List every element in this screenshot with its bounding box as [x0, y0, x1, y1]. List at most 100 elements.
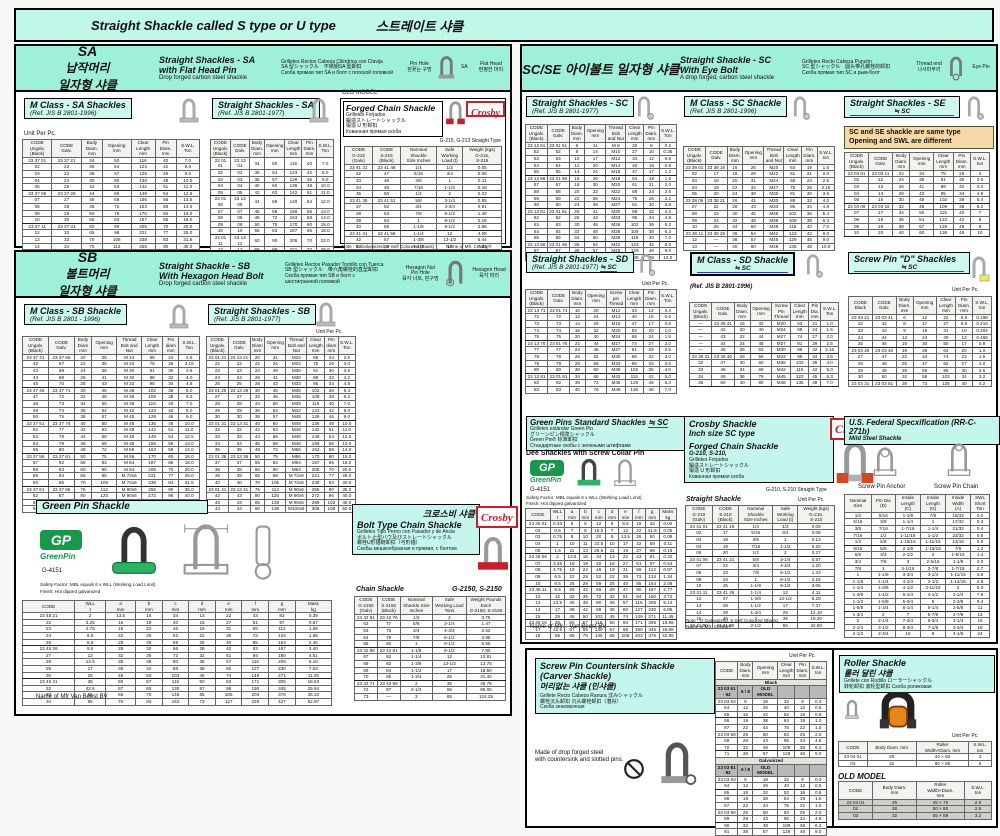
sa-crosby-mfr: Name of Mfr. Crosby®	[446, 244, 492, 249]
sc-mclass-titlebox: M Class - SC Shackle (Ref. JIS B 2801-199…	[684, 96, 788, 118]
sb-header-sub: Drop forged carbon steel shackle	[159, 280, 248, 287]
sc-header: SC/SE 아이볼트 일자형 샤클 Straight Shackle - SC …	[522, 46, 996, 92]
sc-mclass-title: M Class - SC Shackle	[690, 98, 782, 108]
sa-mclass-titlebox: M Class - SA Shackles (Ref. JIS B 2801-19…	[24, 98, 132, 120]
crosby-logo: Crosby	[471, 108, 500, 119]
bolt-type-shackle-image	[478, 537, 508, 570]
sb-gp-logo: GP	[40, 530, 82, 550]
crosby-sc-model: G-210, S-210,	[689, 451, 727, 457]
sa-code: SA	[77, 43, 98, 59]
m-class-sb-table: CODE Ungalv. (Black) CODE Galv. Body Diam …	[22, 336, 200, 514]
gp-finish: Finish: Hot dipped galvanized	[526, 501, 587, 506]
sa-tag: SA	[460, 64, 468, 71]
spd-title: Screw Pin "D" Shackles	[854, 254, 957, 264]
sc-mclass-ref: (Ref. JIS B 2801-1996)	[690, 108, 757, 115]
sb-mclass-ref: (Ref. JIS B 2801 - 1996)	[30, 316, 101, 323]
se-approx-label: ≒ SC	[850, 108, 954, 116]
bolt-type-ko: 크로스비 샤클	[422, 509, 475, 519]
gp-safety: Safety Factor: MBL equals 6 x WLL (Worki…	[526, 495, 642, 500]
chain-shackle-model: G-2150, S-2150	[452, 586, 502, 593]
gp-logo: GP	[530, 460, 564, 476]
sb-shackle-icon	[446, 260, 463, 287]
carver-titlebox: Screw Pin Countersink Shackle (Carver Sh…	[535, 658, 715, 714]
crosby-g210-table: CODE G-210 (Galv) CODE S-210 (Black) Nomin…	[685, 505, 835, 630]
us-anchor-diagram	[873, 447, 897, 476]
sc-code: SC/SE	[522, 61, 562, 77]
us-federal-titlebox: U.S. Federal Specxification (RR-C-271b) …	[844, 416, 1000, 445]
se-shackle-icon	[967, 96, 984, 120]
sd-approx: ≒ SC	[600, 264, 617, 272]
sd-title: Straight Shackles - SD	[532, 254, 629, 264]
sd-unit-label: Unit Per Pc.	[642, 281, 669, 287]
m-class-sd-table: CODE Ungalv. (Black) CODE Galv. Body Diam.…	[688, 302, 839, 387]
crosby-logo-box3: Crosby	[476, 506, 518, 528]
sa-straight-title: Straight Shackles - SA	[218, 100, 315, 110]
sc-ko: 아이볼트 일자형 샤클	[564, 61, 680, 77]
sc-header-ko: SC/SE 아이볼트 일자형 샤클	[522, 59, 680, 78]
sd-ref: (Ref. JIS B 2801-1977)	[532, 264, 599, 271]
sa-header-sub: Drop forged carbon steel shackle	[159, 74, 248, 81]
sa-flathead-label: Flat Head 편평한 머리	[478, 61, 504, 73]
sa-crosby-caption: G-215, G-213 Straight Type	[439, 138, 501, 145]
sb-straight-shackle-icon	[316, 302, 336, 327]
spd-approx: ≒ SC	[854, 264, 964, 272]
crosby-sc-multi: Grilletes Forjados 鍛造ストレートシャックル 锻造 U 形卸扣…	[689, 457, 749, 480]
spd-titlebox: Screw Pin "D" Shackles ≒ SC	[848, 252, 970, 274]
roller-unit-label: Unit Per Pc.	[952, 733, 979, 739]
roller-shackle-image	[879, 692, 917, 729]
sb-head-label: Hexagon Head 육각 머리	[472, 267, 506, 279]
roller-title: Roller Shackle	[844, 658, 907, 668]
bolt-type-title: Bolt Type Chain Shackle	[357, 520, 462, 530]
sb-header: SB 볼트머리 일자형 샤클 Straight Shackle - SB Wit…	[16, 249, 510, 299]
us-anchor-label: Screw Pin Anchor	[858, 484, 906, 490]
sc-header-multi: Grilletes Recto Cabeza Punzón SC 型シャックル …	[802, 58, 891, 76]
sb-mclass-title: M Class - SB Shackle	[30, 306, 122, 316]
bolt-type-multi: Grilletes Tipo Perno con Pasador y de An…	[357, 529, 457, 552]
sa-oldmodel-label: OLD MODEL	[342, 90, 378, 96]
sb-mclass-titlebox: M Class - SB Shackle (Ref. JIS B 2801 - 1…	[24, 304, 128, 326]
crosby-sc-box: Crosby Shackle Inch size SC type Forged …	[684, 416, 834, 484]
carver-title2: (Carver Shackle)	[540, 671, 612, 681]
sc-straight-shackle-icon	[637, 96, 654, 120]
straight-sc-table: CODE Ungalv. (Black) CODE Galv. Body Diam.…	[525, 124, 678, 262]
sb-code: SB	[77, 249, 98, 265]
gps-approx: ≒ SC	[648, 418, 669, 428]
roller-old-table: CODE Body Diam. mm Roller Width×Diam. mm S.…	[837, 781, 993, 820]
sb-straight-titlebox: Straight Shackles - SB (Ref. JIS B 2801-1…	[208, 304, 317, 326]
sdm-shackle-icon	[806, 254, 823, 278]
sa-header-multi: Grilletes Rectos Cabeza Cilindrica con C…	[281, 58, 394, 76]
sa-pinhole-label: Pin Hole 핀꽂는 구멍	[407, 61, 432, 73]
sa-panel: SA 납작머리 일자형 샤클 Straight Shackles - SA wi…	[14, 43, 512, 286]
chain-shackle-label: Chain Shackle	[356, 586, 404, 593]
gps-title: Green Pins Standard Shackles	[530, 418, 647, 427]
dee-title: Dee Shackles with Screw Collar Pin	[526, 450, 645, 457]
crosby-sc-caption: G-210, S-210 Straight Type	[766, 487, 827, 493]
sa-crosby-multi: Grilletes Forjados 鍛造ストレートシャックル 锻造 U 形卸扣…	[346, 112, 406, 135]
crosby-sc-mfr: Name of Mfr. Crosby®	[686, 624, 732, 629]
spd-unit-label: Unit Per Pc.	[952, 287, 979, 293]
sdm-titlebox: M Class - SD Shackle ≒ SC	[690, 252, 796, 276]
us-chain-label: Screw Pin Chain	[934, 484, 979, 490]
sc-straight-ref: (Ref. JIS B 2801-1977)	[532, 108, 599, 115]
sa-crosby-shackle-icon	[446, 101, 465, 125]
sc-header-sub: A drop forged, carbon steel shackle	[680, 74, 775, 81]
sb-mclass-shackle-icon	[169, 304, 189, 329]
roller-title-ko: 롤러 달린 샤클	[844, 669, 893, 678]
carver-slotted-pin-icon	[624, 759, 644, 779]
sb-ko: 볼트머리 일자형 샤클	[58, 267, 117, 298]
sb-gp-model: G-4151	[42, 568, 63, 574]
crosby-g215-table: CODE G-215 (Galv) CODE S-215 (Black) Nomin…	[343, 145, 502, 264]
sa-straight-ref: (Ref. JIS B 2801-1977)	[218, 110, 285, 117]
banner-title-ko: 스트레이트 샤클	[375, 18, 464, 34]
se-note-box: SC and SE shackle are same type Opening …	[844, 126, 994, 149]
us-federal-table: Nominal Size Pin Dia (D) Inside Length (C)…	[844, 494, 990, 639]
straight-sd-table: CODE Ungalv. (Black) CODE Galv. Body Diam.…	[525, 289, 678, 394]
se-title: Straight Shackles - SE	[850, 98, 946, 108]
roller-titlebox: Roller Shackle 롤러 달린 샤클 Grillete con Rod…	[839, 655, 995, 694]
sa-unit-label: Unit Per Pc.	[24, 131, 57, 137]
sa-mclass-title: M Class - SA Shackles	[30, 100, 126, 110]
sb-header-ko: SB 볼트머리 일자형 샤클	[16, 249, 159, 299]
carver-table: CODE Body Diam. mm Opening mm Clear Length …	[714, 661, 827, 836]
